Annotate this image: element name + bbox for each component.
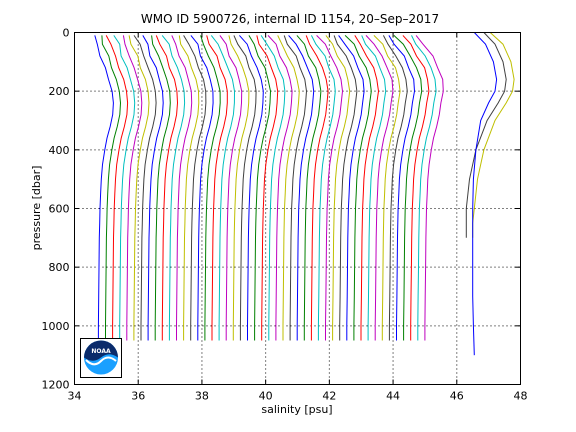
profile-line (354, 35, 380, 341)
profile-line (200, 35, 221, 341)
y-tick-label: 600 (49, 203, 70, 216)
profile-line (113, 35, 136, 341)
profile-line (472, 32, 515, 238)
profile-line (393, 35, 423, 341)
profile-line (228, 35, 250, 341)
x-tick-label: 46 (450, 390, 464, 403)
x-tick-label: 36 (131, 390, 145, 403)
profile-line (402, 35, 430, 341)
x-tick-label: 38 (195, 390, 209, 403)
profile-line (142, 35, 164, 341)
y-tick-label: 400 (49, 144, 70, 157)
profile-line (415, 35, 444, 341)
profile-line (94, 35, 114, 341)
profile-line (361, 35, 387, 341)
x-tick-label: 44 (386, 390, 400, 403)
y-tick-label: 0 (63, 27, 70, 40)
logo-text: NOAA (91, 348, 111, 355)
profile-line (288, 35, 315, 341)
profile-line (101, 35, 122, 341)
profile-line (411, 35, 437, 341)
profile-line (171, 35, 193, 341)
profile-line (233, 35, 257, 341)
y-tick-label: 200 (49, 85, 70, 98)
profile-line (325, 35, 351, 341)
profile-line (151, 35, 171, 341)
profile-line (206, 35, 228, 341)
profile-line (316, 35, 344, 341)
y-axis-label: pressure [dbar] (30, 166, 43, 251)
profile-line (248, 35, 272, 341)
profile-line (161, 35, 186, 341)
profile-line (210, 35, 236, 341)
profile-line (105, 35, 129, 341)
profile-line (373, 35, 401, 341)
profile-line (267, 35, 293, 341)
x-tick-label: 42 (322, 390, 336, 403)
profile-line (178, 35, 200, 341)
grid (74, 32, 521, 385)
profile-line (296, 35, 322, 341)
profile-line (239, 35, 264, 341)
profile-line (190, 35, 214, 341)
profile-line (338, 35, 365, 341)
profile-line (256, 35, 279, 341)
profile-line (183, 35, 207, 341)
profile-line (128, 35, 150, 341)
profile-line (219, 35, 243, 341)
noaa-logo: NOAA (80, 338, 122, 378)
chart-title: WMO ID 5900726, internal ID 1154, 20–Sep… (141, 12, 439, 26)
profile-line (305, 35, 329, 341)
profile-line (310, 35, 336, 341)
profile-line (382, 35, 408, 341)
y-tick-label: 800 (49, 261, 70, 274)
x-axis-label: salinity [psu] (261, 403, 332, 416)
x-tick-label: 40 (259, 390, 273, 403)
profile-lines (94, 32, 515, 356)
profile-line (472, 32, 498, 356)
profile-line (277, 35, 300, 341)
profile-line (365, 35, 394, 341)
x-tick-label: 34 (68, 390, 82, 403)
profile-line (155, 35, 179, 341)
profile-line (283, 35, 308, 341)
logo-bird-icon (84, 340, 118, 361)
profile-line (133, 35, 157, 341)
logo-wave-icon (85, 356, 117, 366)
profile-line (333, 35, 358, 341)
profile-line (344, 35, 372, 341)
axis-ticks: 34 36 38 40 42 44 46 48 0 200 400 600 800 1000 1200 (42, 27, 528, 403)
profile-line (260, 35, 286, 341)
y-tick-label: 1000 (42, 320, 70, 333)
y-tick-label: 1200 (42, 379, 70, 392)
profile-line (122, 35, 143, 341)
profile-line (388, 35, 416, 341)
profile-line (465, 32, 507, 238)
x-tick-label: 48 (514, 390, 528, 403)
